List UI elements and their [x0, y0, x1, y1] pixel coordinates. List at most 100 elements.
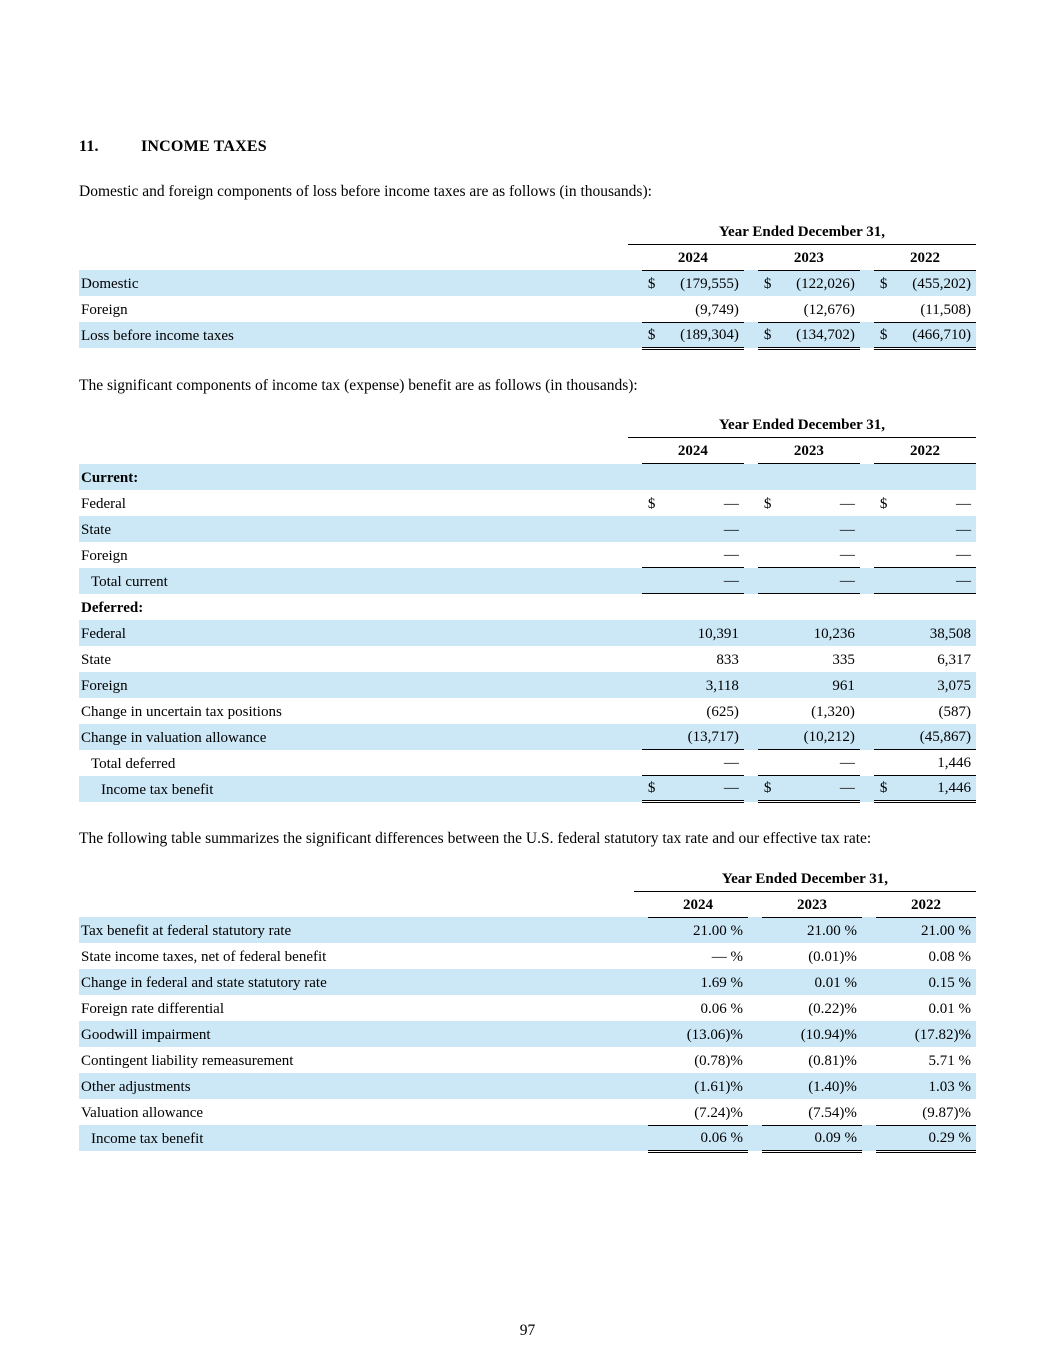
value-cell: (587) [938, 703, 972, 720]
corner-cell [79, 412, 628, 438]
value-cell: — [775, 541, 860, 568]
value-cell [660, 594, 744, 620]
column-gap [861, 1125, 876, 1151]
column-gap [747, 1125, 762, 1151]
value-cell: 10,236 [775, 619, 860, 646]
value-cell: 6,317 [937, 651, 971, 668]
section-heading: 11. INCOME TAXES [79, 138, 976, 156]
dollar-sign-cell [641, 296, 660, 323]
table-row: Other adjustments (1.61)% (1.40)% 1.03 % [79, 1073, 976, 1099]
column-gap [862, 943, 876, 969]
dollar-sign-cell [641, 671, 660, 698]
column-gap [627, 619, 642, 646]
value-cell: (7.24)% [647, 1099, 748, 1126]
column-gap [744, 542, 758, 568]
dollar-sign-cell [757, 749, 776, 776]
row-label: Foreign [81, 547, 128, 564]
corner-cell [79, 865, 634, 891]
column-gap [627, 270, 642, 296]
row-label: Contingent liability remeasurement [81, 1053, 294, 1069]
effective-tax-rate-reconciliation-table: Year Ended December 31, 2024 2023 2022 Tax b… [79, 865, 976, 1153]
dollar-sign-cell: $ [757, 270, 776, 296]
year-header: 2022 [875, 891, 976, 918]
span-header: Year Ended December 31, [627, 218, 976, 245]
dollar-sign-cell: $ [873, 270, 892, 296]
value-cell: 21.00 % [875, 917, 976, 943]
column-gap [860, 542, 874, 568]
column-gap [744, 490, 758, 516]
dollar-sign-cell [873, 463, 892, 490]
value-cell: — [891, 567, 976, 594]
value-cell: — [659, 749, 744, 776]
value-cell: — [659, 567, 744, 594]
year-header-row: 2024 2023 2022 [79, 437, 976, 464]
corner-cell [79, 891, 634, 917]
column-gap [747, 1073, 762, 1099]
dollar-sign-cell: $ [641, 322, 660, 350]
value-cell: (1.61)% [647, 1073, 748, 1099]
corner-cell [79, 244, 628, 270]
value-cell: 10,391 [659, 619, 744, 646]
column-gap [748, 943, 762, 969]
table-row: Federal $ — $ — $ — [79, 490, 976, 516]
value-cell: 335 [832, 651, 855, 668]
column-gap [747, 917, 762, 943]
row-label: State [79, 515, 628, 542]
dollar-sign-cell [641, 723, 660, 750]
dollar-sign-cell: $ [641, 270, 660, 296]
column-gap [862, 995, 876, 1021]
value-cell: — [723, 495, 739, 512]
dollar-sign-cell: $ [873, 322, 892, 350]
column-gap [627, 515, 642, 542]
value-cell: 1.03 % [875, 1073, 976, 1099]
value-cell: (1,320) [811, 703, 855, 720]
value-cell: 1,446 [891, 775, 976, 803]
row-label: State income taxes, net of federal benef… [81, 949, 327, 965]
value-cell: (12,676) [775, 296, 860, 323]
table-row: Foreign 3,118 961 3,075 [79, 671, 976, 698]
row-label: Total deferred [91, 755, 176, 772]
column-gap [859, 723, 874, 750]
column-gap [628, 698, 642, 724]
column-gap [634, 1099, 648, 1125]
dollar-sign-cell [641, 749, 660, 776]
column-gap [859, 775, 874, 802]
column-gap [627, 775, 642, 802]
column-gap [634, 891, 648, 917]
column-gap [627, 567, 642, 594]
year-header-row: 2024 2023 2022 [79, 891, 976, 918]
dollar-sign-cell [873, 619, 892, 646]
dollar-sign-cell: $ [757, 322, 776, 350]
dollar-sign-cell [757, 463, 776, 490]
value-cell: (11,508) [891, 296, 976, 323]
value-cell: (9,749) [659, 296, 744, 323]
column-gap [859, 322, 874, 348]
value-cell: 1,446 [891, 749, 976, 776]
table-row: Loss before income taxes $ (189,304) $ (134,… [79, 322, 976, 350]
value-cell: 21.00 % [647, 917, 748, 943]
row-label: Total current [79, 567, 628, 594]
value-cell [891, 463, 976, 490]
column-gap [859, 619, 874, 646]
row-label: Federal [81, 495, 126, 512]
row-label: Foreign rate differential [81, 1001, 224, 1017]
column-gap [859, 567, 874, 594]
row-label: Change in uncertain tax positions [81, 703, 282, 720]
dollar-sign-cell: $ [873, 775, 892, 803]
intro-paragraph-tax-components: The significant components of income tax… [79, 376, 638, 394]
table-row: Change in federal and state statutory ra… [79, 969, 976, 995]
page-number: 97 [519, 1322, 536, 1339]
dollar-sign-cell [757, 567, 776, 594]
column-gap [627, 723, 642, 750]
value-cell: (455,202) [891, 270, 976, 296]
column-gap [862, 1099, 876, 1125]
value-cell: 0.29 % [875, 1125, 976, 1153]
span-header: Year Ended December 31, [627, 411, 976, 438]
row-label: Goodwill impairment [79, 1021, 634, 1047]
table-row: Foreign — — — [79, 541, 976, 568]
column-gap [743, 463, 758, 490]
value-cell: (189,304) [659, 322, 744, 350]
value-cell: (0.01)% [808, 949, 857, 965]
dollar-sign-cell [873, 541, 892, 568]
column-gap [633, 1021, 648, 1047]
